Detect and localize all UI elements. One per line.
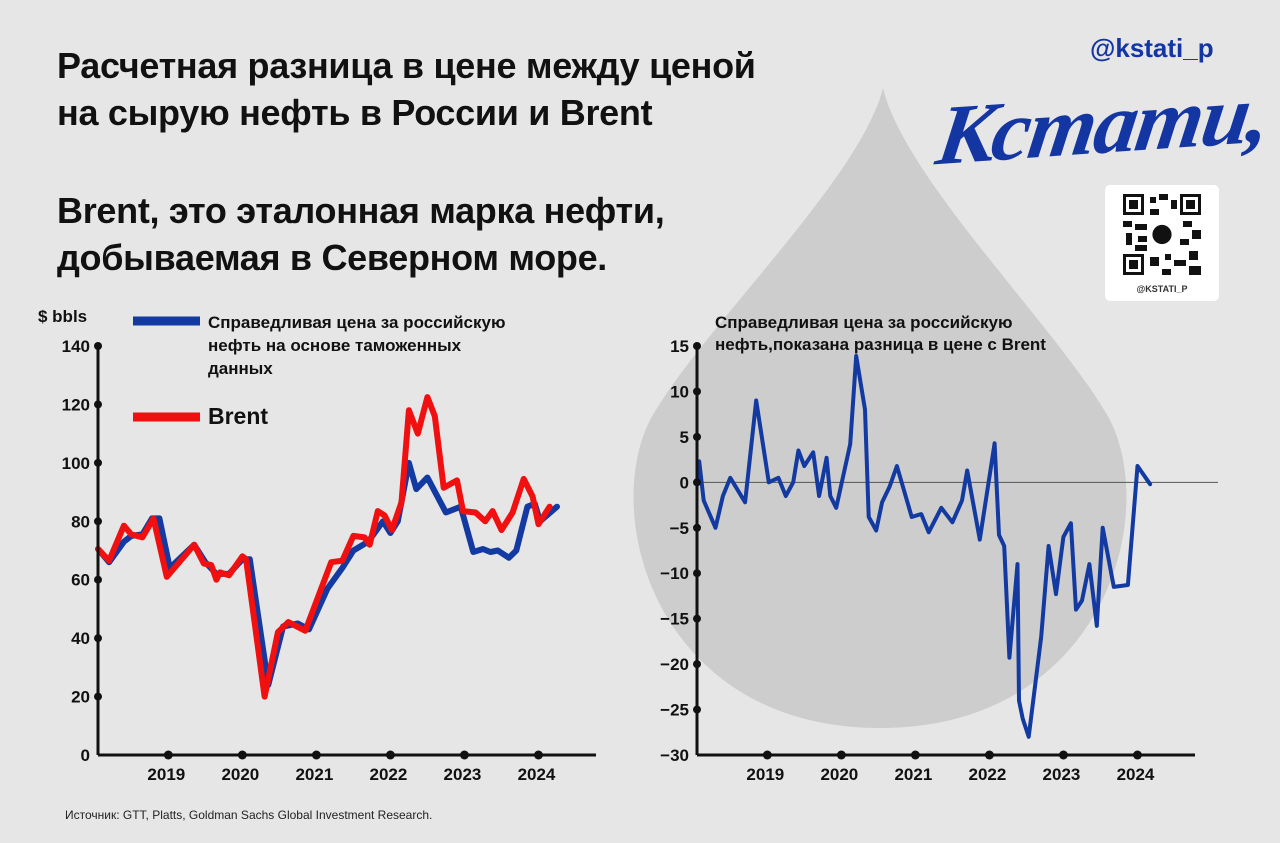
y-tick-label: 0: [81, 746, 90, 765]
series-line-russia: [695, 354, 1153, 739]
page-title: Расчетная разница в цене между ценой на …: [57, 42, 756, 136]
chart-title-line: Справедливая цена за российскую: [715, 313, 1012, 332]
y-tick-label: −5: [670, 519, 689, 538]
source-note: Источник: GTT, Platts, Goldman Sachs Glo…: [65, 808, 433, 822]
y-tick-label: 60: [71, 571, 90, 590]
x-tick-label: 2024: [1117, 765, 1155, 784]
x-tick-dot: [533, 750, 543, 760]
left-price-chart: $ bbls Справедливая цена за российскую н…: [38, 307, 596, 784]
subtitle-line: Brent, это эталонная марка нефти,: [57, 190, 665, 231]
x-tick-label: 2023: [1043, 765, 1081, 784]
y-tick-dot: [94, 342, 102, 350]
x-tick-dot: [1132, 750, 1142, 760]
x-tick-dot: [237, 750, 247, 760]
legend-label-russia: данных: [208, 359, 273, 378]
x-tick-dot: [910, 750, 920, 760]
y-tick-label: −10: [660, 564, 689, 583]
qr-code-card[interactable]: @KSTATI_P: [1105, 185, 1219, 301]
y-tick-label: 140: [62, 337, 90, 356]
y-tick-label: −20: [660, 655, 689, 674]
y-tick-dot: [94, 400, 102, 409]
y-tick-label: 80: [71, 512, 90, 531]
y-tick-label: 10: [670, 382, 689, 401]
y-tick-label: 40: [71, 629, 90, 648]
y-tick-label: 100: [62, 454, 90, 473]
qr-code-icon: [1123, 194, 1201, 275]
y-tick-dot: [94, 575, 102, 584]
y-tick-dot: [693, 660, 701, 669]
y-tick-dot: [94, 634, 102, 643]
y-tick-dot: [693, 478, 701, 487]
legend-label-brent: Brent: [208, 403, 268, 429]
y-tick-dot: [693, 569, 701, 578]
brand-handle[interactable]: @kstati_p: [1090, 33, 1214, 63]
y-tick-dot: [693, 342, 701, 350]
x-tick-label: 2022: [370, 765, 408, 784]
x-tick-label: 2024: [518, 765, 556, 784]
series-line-russia: [95, 459, 560, 688]
y-tick-label: 0: [680, 473, 689, 492]
x-tick-dot: [385, 750, 395, 760]
x-tick-label: 2022: [969, 765, 1007, 784]
y-axis-label: $ bbls: [38, 307, 87, 326]
y-tick-dot: [693, 614, 701, 623]
y-tick-dot: [693, 432, 701, 441]
subtitle-line: добываемая в Северном море.: [57, 237, 608, 278]
x-tick-dot: [762, 750, 772, 760]
x-tick-dot: [836, 750, 846, 760]
y-tick-dot: [693, 705, 701, 714]
y-tick-label: 5: [680, 428, 689, 447]
y-tick-dot: [94, 458, 102, 467]
x-tick-dot: [459, 750, 469, 760]
y-tick-label: 15: [670, 337, 689, 356]
x-tick-label: 2021: [295, 765, 333, 784]
y-tick-dot: [693, 387, 701, 396]
x-tick-label: 2021: [894, 765, 932, 784]
x-tick-dot: [311, 750, 321, 760]
y-tick-dot: [94, 517, 102, 526]
y-tick-dot: [693, 523, 701, 532]
series-line-brent: [95, 394, 553, 700]
x-tick-label: 2023: [444, 765, 482, 784]
x-tick-label: 2019: [147, 765, 185, 784]
x-tick-dot: [1058, 750, 1068, 760]
x-tick-dot: [984, 750, 994, 760]
y-tick-label: −30: [660, 746, 689, 765]
y-tick-label: 120: [62, 395, 90, 414]
title-line: Расчетная разница в цене между ценой: [57, 45, 756, 86]
x-tick-label: 2020: [820, 765, 858, 784]
x-tick-label: 2020: [221, 765, 259, 784]
title-line: на сырую нефть в России и Brent: [57, 92, 653, 133]
right-diff-chart: Справедливая цена за российскую нефть,по…: [660, 313, 1218, 784]
x-tick-label: 2019: [746, 765, 784, 784]
legend-label-russia: нефть на основе таможенных: [208, 336, 462, 355]
y-tick-label: −15: [660, 610, 689, 629]
qr-label: @KSTATI_P: [1136, 284, 1188, 294]
x-tick-dot: [163, 750, 173, 760]
y-tick-label: −25: [660, 701, 689, 720]
page-subtitle: Brent, это эталонная марка нефти, добыва…: [57, 187, 665, 281]
chart-title-line: нефть,показана разница в цене с Brent: [715, 335, 1046, 354]
legend-label-russia: Справедливая цена за российскую: [208, 313, 505, 332]
y-tick-label: 20: [71, 688, 90, 707]
y-tick-dot: [94, 692, 102, 701]
